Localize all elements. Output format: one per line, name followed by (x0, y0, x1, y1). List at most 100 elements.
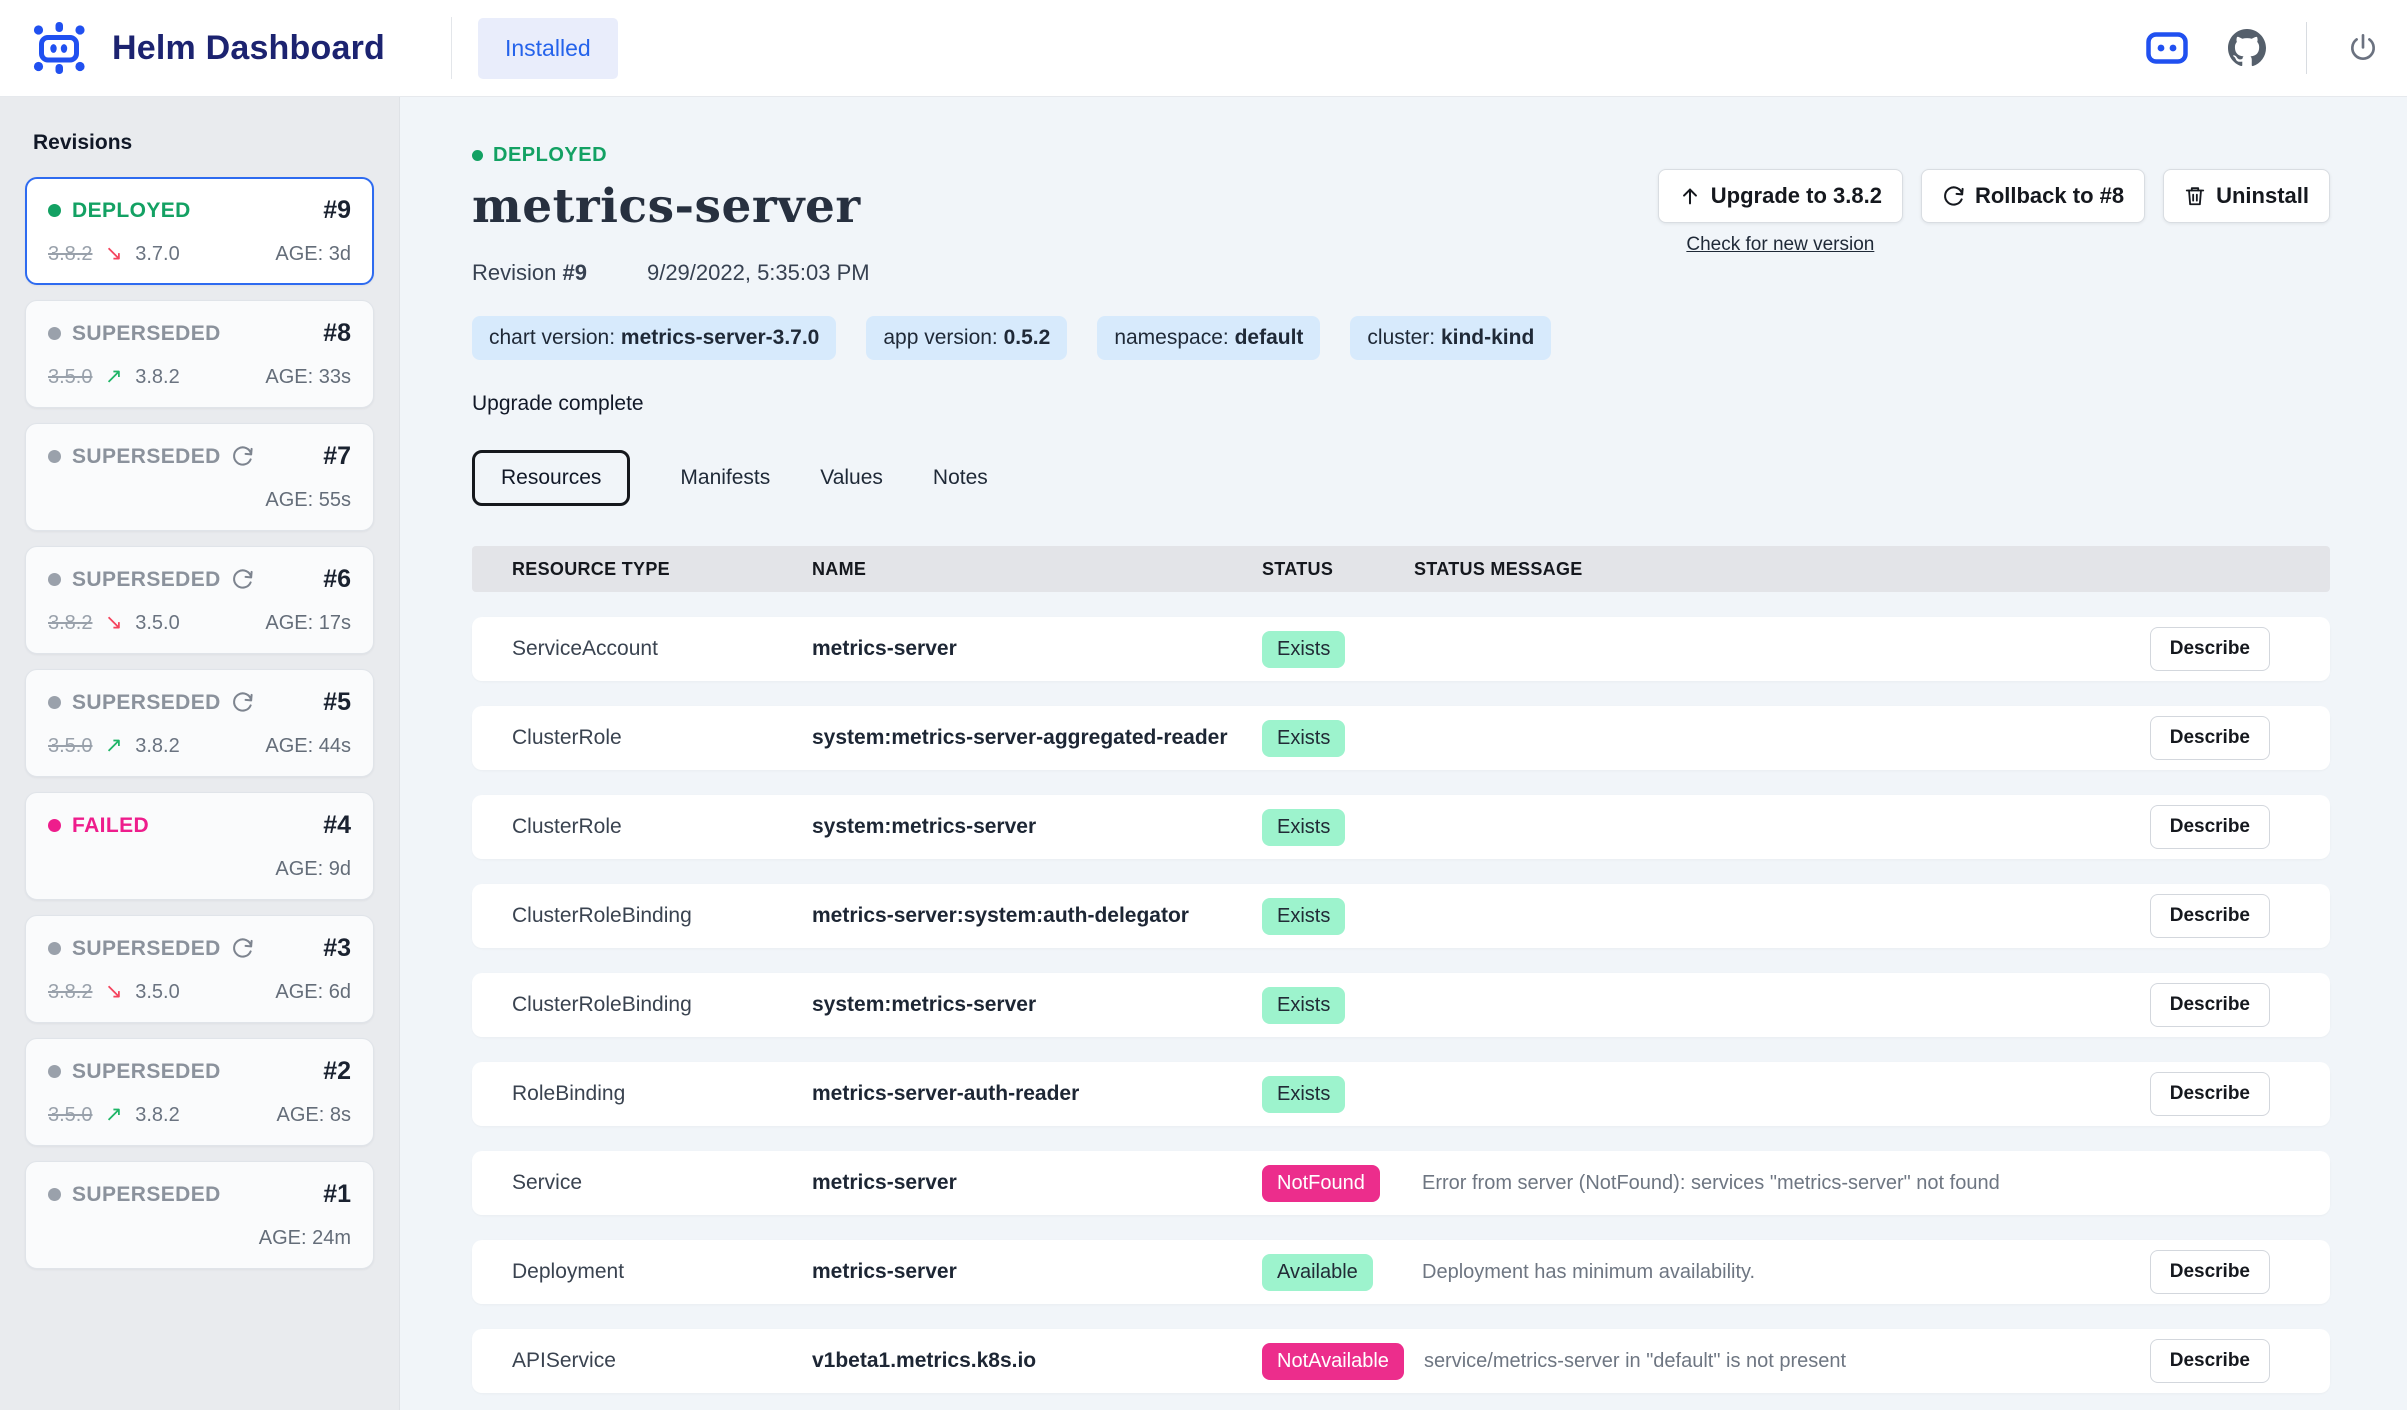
revision-card[interactable]: SUPERSEDED #1 AGE: 24m (25, 1161, 374, 1269)
revision-age: AGE: 17s (265, 612, 351, 634)
version-arrow-icon: ↘ (105, 980, 123, 1003)
revision-card[interactable]: FAILED #4 AGE: 9d (25, 792, 374, 900)
resource-type: Deployment (512, 1260, 625, 1283)
reload-icon (231, 445, 254, 468)
revision-status: SUPERSEDED (72, 444, 221, 468)
revision-status-dot (48, 1065, 61, 1078)
revision-card[interactable]: SUPERSEDED #8 3.5.0 ↗ 3.8.2 AGE: 33s (25, 300, 374, 408)
check-new-version-link[interactable]: Check for new version (1686, 234, 1875, 255)
resource-status-cell: NotFound (1262, 1164, 1414, 1202)
status-badge: Exists (1262, 808, 1346, 846)
rollback-button-label: Rollback to #8 (1974, 183, 2125, 208)
old-version: 3.8.2 (48, 981, 93, 1003)
col-status: STATUS (1262, 558, 1334, 579)
revision-status: SUPERSEDED (72, 567, 221, 591)
tab-manifests[interactable]: Manifests (680, 466, 771, 489)
table-header: RESOURCE TYPE NAME STATUS STATUS MESSAGE (472, 546, 2330, 592)
reload-icon (231, 691, 254, 714)
resource-name: metrics-server:system:auth-delegator (812, 904, 1189, 927)
old-version: 3.5.0 (48, 735, 93, 757)
new-version: 3.8.2 (135, 735, 180, 757)
describe-button[interactable]: Describe (2149, 983, 2270, 1027)
revision-card[interactable]: SUPERSEDED #7 AGE: 55s (25, 423, 374, 531)
describe-button[interactable]: Describe (2149, 805, 2270, 849)
describe-button[interactable]: Describe (2149, 1250, 2270, 1294)
revision-number: #9 (562, 260, 587, 285)
revision-card-top: DEPLOYED #9 (48, 196, 351, 225)
old-version: 3.8.2 (48, 612, 93, 634)
revision-number: #4 (323, 811, 351, 839)
release-meta-chips: chart version: metrics-server-3.7.0 app … (472, 316, 2330, 360)
release-status-line: DEPLOYED (472, 144, 2330, 167)
tab-resources[interactable]: Resources (472, 450, 631, 506)
revision-number: #1 (323, 1180, 351, 1208)
revision-card-top: SUPERSEDED #2 (48, 1057, 351, 1086)
navbar-tabs: Installed (477, 17, 618, 79)
resource-name: metrics-server (812, 1260, 957, 1283)
status-badge: Exists (1262, 986, 1346, 1024)
resource-row: RoleBinding metrics-server-auth-reader E… (472, 1062, 2330, 1126)
old-version: 3.5.0 (48, 1104, 93, 1126)
revision-card[interactable]: SUPERSEDED #5 3.5.0 ↗ 3.8.2 AGE: 44s (25, 669, 374, 777)
uninstall-button[interactable]: Uninstall (2163, 169, 2330, 223)
revision-age: AGE: 8s (276, 1104, 351, 1126)
describe-button[interactable]: Describe (2149, 716, 2270, 760)
revision-label: Revision #9 (472, 260, 587, 285)
revision-status: SUPERSEDED (72, 936, 221, 960)
release-status-note: Upgrade complete (472, 392, 644, 415)
resource-row: ClusterRole system:metrics-server-aggreg… (472, 706, 2330, 770)
cluster-chip: cluster: kind-kind (1350, 316, 1552, 360)
version-arrow-icon: ↗ (105, 1103, 123, 1126)
col-status-message: STATUS MESSAGE (1414, 558, 1583, 579)
tab-notes[interactable]: Notes (932, 466, 988, 489)
describe-button[interactable]: Describe (2149, 627, 2270, 671)
version-change: 3.8.2 ↘ 3.5.0 (48, 979, 180, 1004)
resource-type: ClusterRoleBinding (512, 993, 692, 1016)
power-icon[interactable] (2347, 32, 2379, 64)
version-change: 3.8.2 ↘ 3.7.0 (48, 241, 180, 266)
chart-version-chip: chart version: metrics-server-3.7.0 (472, 316, 837, 360)
navbar-divider (450, 17, 452, 79)
upgrade-button[interactable]: Upgrade to 3.8.2 (1657, 169, 1903, 223)
tab-installed[interactable]: Installed (477, 17, 618, 79)
github-icon[interactable] (2228, 29, 2266, 67)
resource-type: APIService (512, 1349, 616, 1372)
col-name: NAME (812, 558, 867, 579)
revision-number: #8 (323, 319, 351, 347)
resource-actions-cell: Describe (2149, 1072, 2270, 1116)
revision-status: SUPERSEDED (72, 1059, 221, 1083)
revision-status-dot (48, 1188, 61, 1201)
release-status: DEPLOYED (493, 144, 608, 166)
resource-status-cell: Exists (1262, 986, 1414, 1024)
helm-dashboard-logo (30, 19, 88, 77)
status-dot (472, 150, 483, 161)
status-message: Error from server (NotFound): services "… (1422, 1171, 2000, 1194)
top-navbar: Helm Dashboard Installed (0, 0, 2407, 97)
revision-card-bottom: 3.5.0 ↗ 3.8.2 AGE: 44s (48, 733, 351, 758)
tab-values[interactable]: Values (820, 466, 883, 489)
revisions-heading: Revisions (33, 131, 133, 154)
revision-card-top: SUPERSEDED #1 (48, 1180, 351, 1209)
resource-row: ClusterRoleBinding system:metrics-server… (472, 973, 2330, 1037)
status-message: Deployment has minimum availability. (1422, 1260, 1756, 1283)
describe-button[interactable]: Describe (2149, 1072, 2270, 1116)
namespace-chip: namespace: default (1097, 316, 1321, 360)
revision-card[interactable]: SUPERSEDED #2 3.5.0 ↗ 3.8.2 AGE: 8s (25, 1038, 374, 1146)
describe-button[interactable]: Describe (2149, 1339, 2270, 1383)
rollback-button[interactable]: Rollback to #8 (1920, 169, 2146, 223)
version-change: 3.5.0 ↗ 3.8.2 (48, 733, 180, 758)
describe-button[interactable]: Describe (2149, 894, 2270, 938)
resource-status-cell: Exists (1262, 1075, 1414, 1113)
revision-card[interactable]: SUPERSEDED #3 3.8.2 ↘ 3.5.0 AGE: 6d (25, 915, 374, 1023)
resource-type: ClusterRoleBinding (512, 904, 692, 927)
revision-status: SUPERSEDED (72, 321, 221, 345)
robot-face-icon[interactable] (2146, 32, 2188, 64)
revision-card[interactable]: DEPLOYED #9 3.8.2 ↘ 3.7.0 AGE: 3d (25, 177, 374, 285)
resource-row: ClusterRole system:metrics-server Exists… (472, 795, 2330, 859)
resource-type: ClusterRole (512, 726, 622, 749)
revision-number: #6 (323, 565, 351, 593)
resources-table: RESOURCE TYPE NAME STATUS STATUS MESSAGE… (472, 546, 2330, 1393)
robot-logo-icon (33, 22, 85, 74)
revision-card[interactable]: SUPERSEDED #6 3.8.2 ↘ 3.5.0 AGE: 17s (25, 546, 374, 654)
table-body: ServiceAccount metrics-server Exists Des… (472, 617, 2330, 1393)
